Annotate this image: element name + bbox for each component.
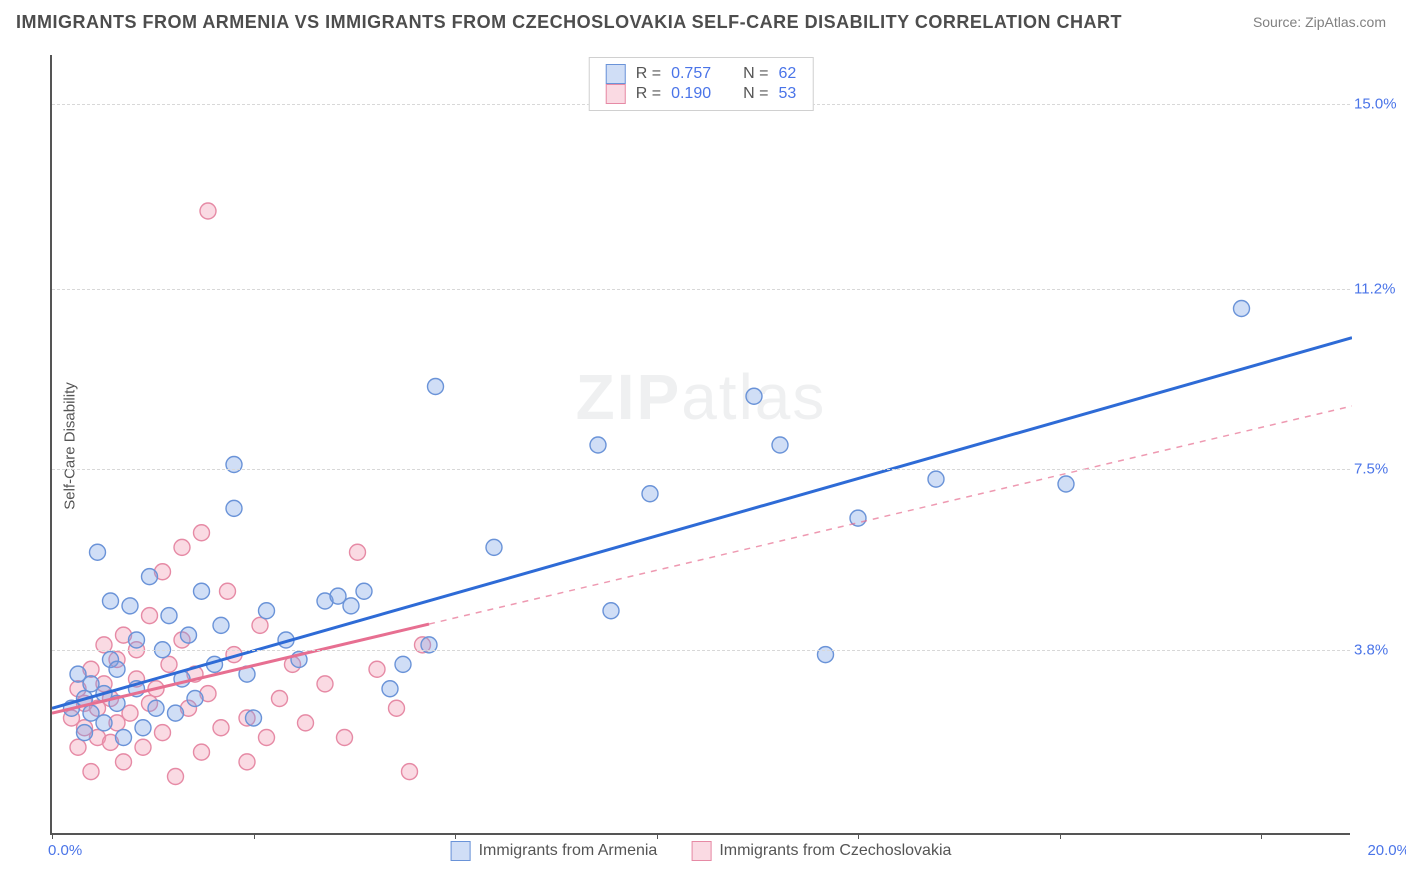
gridline [52, 650, 1350, 651]
data-point-armenia [109, 661, 125, 677]
data-point-armenia [343, 598, 359, 614]
y-tick-label: 11.2% [1354, 281, 1406, 298]
data-point-armenia [928, 471, 944, 487]
y-tick-label: 3.8% [1354, 641, 1406, 658]
data-point-czech [135, 739, 151, 755]
data-point-armenia [148, 700, 164, 716]
data-point-armenia [77, 725, 93, 741]
data-point-armenia [590, 437, 606, 453]
trend-line-czech-extrap [429, 406, 1352, 624]
x-tick [254, 833, 255, 839]
y-tick-label: 15.0% [1354, 95, 1406, 112]
data-point-czech [389, 700, 405, 716]
x-axis-min-label: 0.0% [48, 842, 82, 859]
swatch-armenia [606, 64, 626, 84]
data-point-armenia [90, 544, 106, 560]
data-point-armenia [129, 632, 145, 648]
x-tick [52, 833, 53, 839]
data-point-czech [174, 539, 190, 555]
data-point-armenia [103, 593, 119, 609]
data-point-armenia [181, 627, 197, 643]
data-point-armenia [428, 379, 444, 395]
data-point-armenia [603, 603, 619, 619]
data-point-czech [402, 764, 418, 780]
data-point-armenia [194, 583, 210, 599]
legend-item-armenia: Immigrants from Armenia [451, 841, 658, 861]
data-point-czech [259, 730, 275, 746]
x-tick [1261, 833, 1262, 839]
data-point-armenia [259, 603, 275, 619]
data-point-armenia [772, 437, 788, 453]
data-point-armenia [1234, 301, 1250, 317]
data-point-armenia [395, 656, 411, 672]
data-point-armenia [486, 539, 502, 555]
x-axis-max-label: 20.0% [1367, 842, 1406, 859]
legend-item-czech: Immigrants from Czechoslovakia [691, 841, 951, 861]
y-tick-label: 7.5% [1354, 461, 1406, 478]
data-point-armenia [746, 388, 762, 404]
data-point-czech [70, 739, 86, 755]
data-point-czech [317, 676, 333, 692]
legend-row-armenia: R = 0.757 N = 62 [606, 64, 797, 84]
data-point-czech [298, 715, 314, 731]
data-point-armenia [382, 681, 398, 697]
data-point-czech [194, 525, 210, 541]
data-point-czech [350, 544, 366, 560]
x-tick [455, 833, 456, 839]
x-tick [1060, 833, 1061, 839]
data-point-armenia [356, 583, 372, 599]
data-point-armenia [116, 730, 132, 746]
x-tick [657, 833, 658, 839]
data-point-armenia [213, 617, 229, 633]
legend-row-czech: R = 0.190 N = 53 [606, 84, 797, 104]
data-point-czech [194, 744, 210, 760]
data-point-armenia [135, 720, 151, 736]
data-point-czech [142, 608, 158, 624]
data-point-armenia [161, 608, 177, 624]
data-point-armenia [187, 691, 203, 707]
data-point-armenia [1058, 476, 1074, 492]
data-point-czech [252, 617, 268, 633]
gridline [52, 469, 1350, 470]
gridline [52, 289, 1350, 290]
trend-line-armenia [52, 338, 1352, 709]
source-label: Source: ZipAtlas.com [1253, 14, 1386, 30]
data-point-czech [337, 730, 353, 746]
correlation-legend: R = 0.757 N = 62 R = 0.190 N = 53 [589, 57, 814, 111]
data-point-czech [213, 720, 229, 736]
series-legend: Immigrants from Armenia Immigrants from … [451, 841, 952, 861]
scatter-svg [52, 55, 1352, 835]
data-point-czech [168, 769, 184, 785]
data-point-czech [200, 203, 216, 219]
swatch-czech [691, 841, 711, 861]
data-point-armenia [642, 486, 658, 502]
data-point-czech [155, 725, 171, 741]
data-point-czech [83, 764, 99, 780]
data-point-armenia [226, 500, 242, 516]
data-point-armenia [246, 710, 262, 726]
swatch-armenia [451, 841, 471, 861]
data-point-armenia [142, 569, 158, 585]
data-point-czech [239, 754, 255, 770]
data-point-armenia [96, 715, 112, 731]
data-point-czech [220, 583, 236, 599]
plot-area: ZIPatlas 3.8%7.5%11.2%15.0% 0.0% 20.0% R… [50, 55, 1350, 835]
chart-title: IMMIGRANTS FROM ARMENIA VS IMMIGRANTS FR… [16, 12, 1122, 33]
data-point-czech [161, 656, 177, 672]
x-tick [858, 833, 859, 839]
swatch-czech [606, 84, 626, 104]
data-point-czech [369, 661, 385, 677]
data-point-czech [116, 754, 132, 770]
data-point-czech [272, 691, 288, 707]
data-point-armenia [168, 705, 184, 721]
data-point-armenia [122, 598, 138, 614]
